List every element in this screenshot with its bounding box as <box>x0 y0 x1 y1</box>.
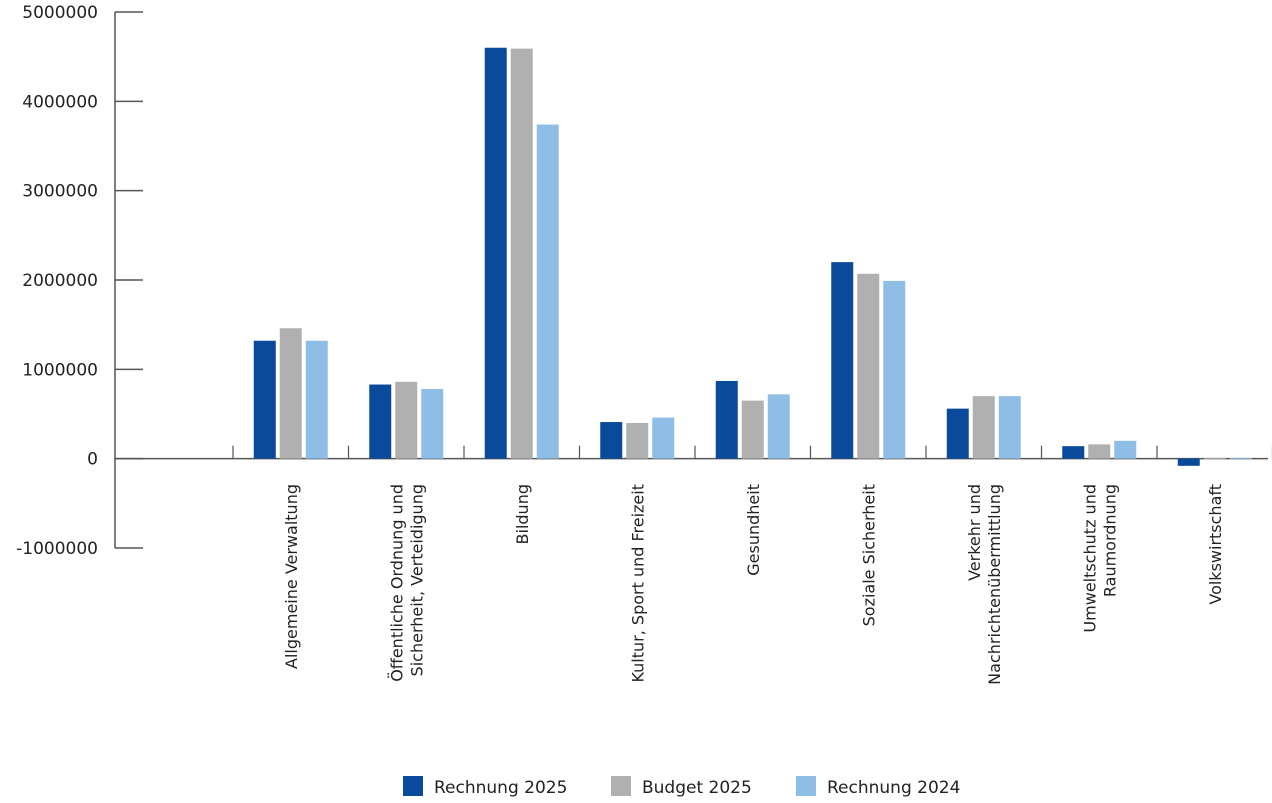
bar <box>395 381 418 459</box>
category-labels: Allgemeine Verwaltung Öffentliche Ordnung… <box>282 484 1225 685</box>
y-tick-label: 2000000 <box>22 271 98 291</box>
legend-swatch <box>611 776 631 796</box>
category-label: Gesundheit <box>744 484 763 576</box>
y-ticks: 5000000 4000000 3000000 2000000 1000000 0 -100… <box>16 3 143 559</box>
y-tick-label: 1000000 <box>22 360 98 380</box>
legend-label: Rechnung 2024 <box>827 778 960 798</box>
legend-swatch <box>403 776 423 796</box>
category-label: Öffentliche Ordnung undSicherheit, Verte… <box>387 484 426 682</box>
bar <box>831 262 854 459</box>
bar <box>600 422 623 459</box>
bar <box>253 340 276 459</box>
y-tick-label: 5000000 <box>22 3 98 23</box>
legend-label: Rechnung 2025 <box>434 778 567 798</box>
category-label: Allgemeine Verwaltung <box>282 484 301 669</box>
bars <box>253 47 1252 466</box>
bar <box>510 48 533 459</box>
bar <box>484 47 507 459</box>
y-tick-label: 3000000 <box>22 182 98 202</box>
category-label: Bildung <box>513 484 532 544</box>
bar <box>421 388 444 459</box>
y-tick-label: 4000000 <box>22 92 98 112</box>
category-label: Volkswirtschaft <box>1206 484 1225 605</box>
y-tick-label: 0 <box>87 450 98 470</box>
axes <box>114 12 1272 548</box>
legend: Rechnung 2025 Budget 2025 Rechnung 2024 <box>403 776 960 798</box>
bar <box>998 396 1021 459</box>
bar <box>626 422 649 459</box>
bar <box>946 408 969 459</box>
bar <box>305 340 328 459</box>
category-label: Kultur, Sport und Freizeit <box>628 484 647 683</box>
legend-swatch <box>796 776 816 796</box>
y-tick-label: -1000000 <box>16 539 98 559</box>
bar <box>369 384 392 459</box>
bar <box>1177 458 1200 466</box>
category-label: Umweltschutz undRaumordnung <box>1080 484 1119 633</box>
bar <box>1062 446 1085 459</box>
bar <box>883 280 906 459</box>
bar <box>1203 458 1226 460</box>
bar <box>279 328 302 459</box>
legend-label: Budget 2025 <box>642 778 752 798</box>
bar <box>1229 458 1252 460</box>
bar <box>767 394 790 459</box>
bar <box>715 380 738 459</box>
bar <box>741 400 764 459</box>
category-label: Verkehr undNachrichtenübermittlung <box>965 484 1004 685</box>
bar <box>652 417 675 459</box>
bar <box>1088 444 1111 459</box>
bar <box>1114 440 1137 459</box>
bar <box>536 124 559 459</box>
bar <box>972 396 995 459</box>
category-label: Soziale Sicherheit <box>859 484 878 626</box>
bar <box>857 273 880 459</box>
